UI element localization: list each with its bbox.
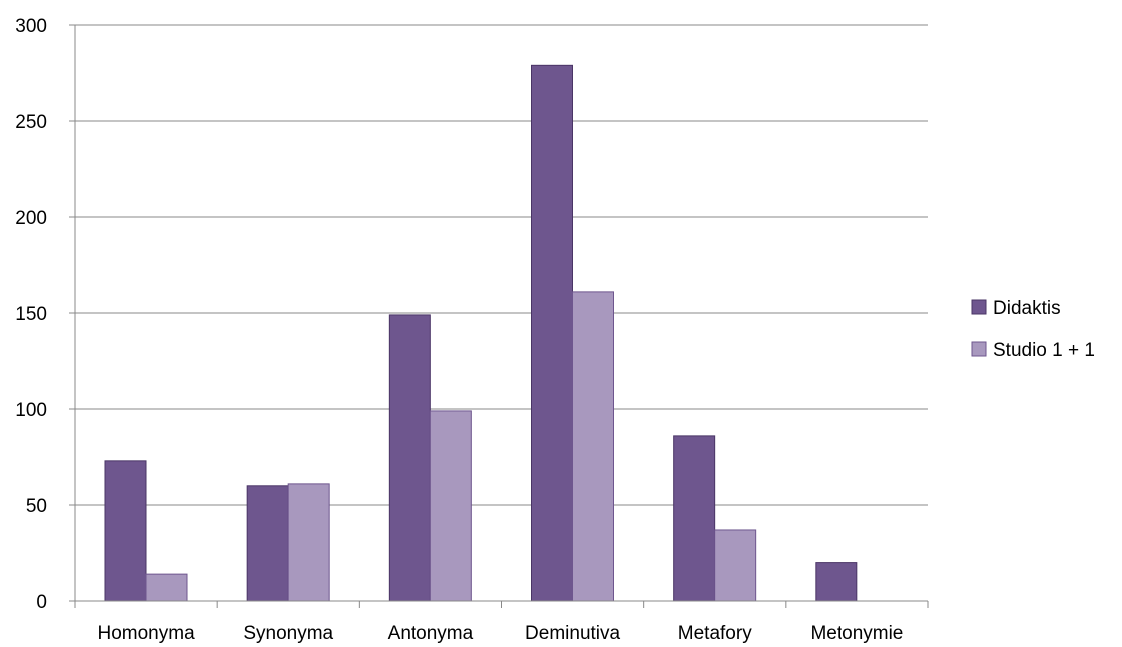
x-tick-label: Metonymie (810, 623, 903, 644)
bar-studio-antonyma (429, 410, 472, 602)
x-tick-label: Deminutiva (525, 623, 620, 644)
x-tick-label: Homonyma (98, 623, 196, 644)
y-axis-tick-labels: 0 50 100 150 200 250 300 (15, 16, 47, 613)
bar-didaktis-antonyma (388, 314, 431, 602)
y-tick-label: 0 (36, 592, 47, 613)
bar-studio-synonyma (287, 483, 330, 602)
y-tick-label: 300 (15, 16, 47, 37)
x-tick-label: Synonyma (243, 623, 333, 644)
legend-label: Studio 1 + 1 (993, 340, 1095, 361)
bar-didaktis-metonymie (815, 562, 858, 602)
x-tick-label: Metafory (678, 623, 752, 644)
legend-swatch (971, 299, 987, 315)
bars (104, 64, 858, 602)
y-tick-label: 150 (15, 304, 47, 325)
bar-didaktis-deminutiva (531, 64, 573, 602)
bar-didaktis-metafory (673, 435, 716, 602)
y-tick-label: 200 (15, 208, 47, 229)
bar-didaktis-synonyma (246, 485, 289, 602)
legend-swatch (971, 341, 987, 357)
bar-studio-deminutiva (572, 291, 614, 602)
y-tick-label: 100 (15, 400, 47, 421)
y-tick-label: 50 (26, 496, 47, 517)
y-tick-label: 250 (15, 112, 47, 133)
axes (69, 24, 929, 608)
legend: Didaktis Studio 1 + 1 (971, 298, 1095, 361)
bar-studio-metafory (714, 529, 757, 602)
x-axis-tick-labels: Homonyma Synonyma Antonyma Deminutiva Metafo… (98, 623, 904, 644)
gridlines (75, 24, 928, 506)
legend-label: Didaktis (993, 298, 1061, 319)
x-tick-label: Antonyma (388, 623, 474, 644)
bar-didaktis-homonyma (104, 460, 147, 602)
bar-studio-homonyma (145, 573, 188, 602)
